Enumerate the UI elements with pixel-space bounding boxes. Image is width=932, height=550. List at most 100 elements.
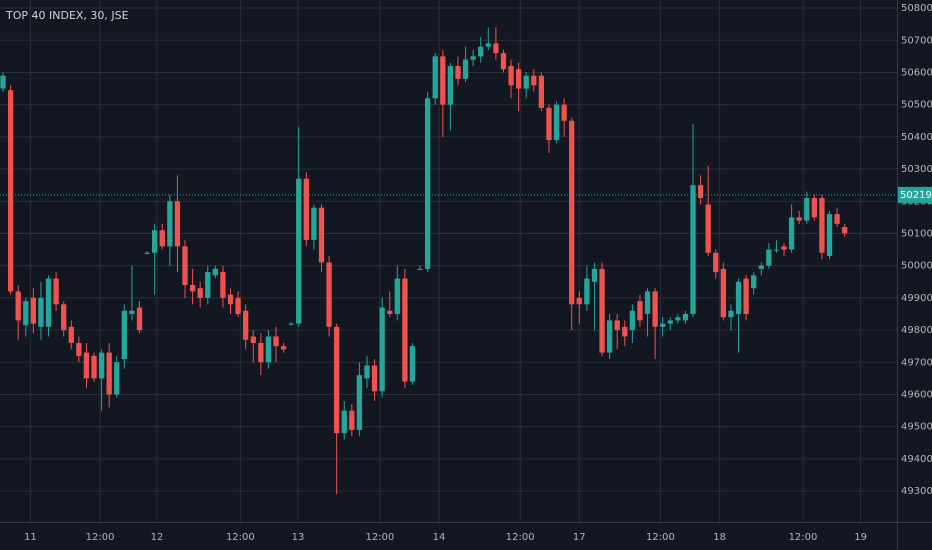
candle-body [205,272,211,298]
candle-body [751,275,757,289]
candle-body [500,53,507,70]
candle-body [804,198,810,221]
candle-body [273,336,279,347]
candle-body [842,227,848,234]
candle-body [584,278,590,305]
candle-body [167,201,173,247]
candle-body [326,262,332,327]
candle-body [349,410,355,430]
candle-body [515,69,522,89]
x-tick-label: 19 [854,532,867,543]
candle-body [220,272,226,298]
candle-body [311,207,317,240]
x-tick-label: 12 [151,532,164,543]
candle-body [356,375,363,430]
candle-body [45,278,52,327]
candle-body [781,246,787,250]
candle-body [629,310,636,331]
candle-body [470,56,476,60]
candle-body [455,66,461,79]
candle-body [773,249,780,251]
candle-body [288,323,294,325]
x-tick-label: 12:00 [86,532,115,543]
candle-body [508,66,514,86]
candle-body [227,294,234,305]
candle-body [387,310,393,314]
y-tick-label: 50500.00 [901,100,932,111]
candle-body [569,120,575,305]
candle-body [91,355,97,379]
candle-body [197,288,203,298]
y-tick-label: 50600.00 [901,67,932,78]
candle-body [523,75,529,89]
candle-body [637,301,643,321]
last-price-label: 50219.77 [900,190,932,201]
candle-body [30,297,37,324]
candle-body [152,230,158,253]
candle-body [379,307,385,392]
axis-labels: 49300.00 49400.00 49500.00 49600.00 49700.00… [24,3,932,543]
candle-body [114,362,120,395]
candle-body [296,178,302,324]
candle-body [697,185,704,199]
candles [0,27,897,495]
candle-body [447,66,454,105]
x-tick-label: 13 [292,532,305,543]
candle-body [341,410,347,434]
candle-body [576,297,582,305]
y-tick-label: 50400.00 [901,132,932,143]
candle-body [432,56,438,99]
y-tick-label: 49600.00 [901,389,932,400]
candle-body [144,252,150,254]
candle-body [98,352,105,379]
x-tick-label: 14 [433,532,446,543]
candle-body [614,320,620,331]
candle-body [83,352,90,379]
candle-body [652,291,658,327]
candle-body [599,268,605,353]
candle-body [68,326,74,343]
x-tick-label: 12:00 [789,532,818,543]
candle-body [136,307,143,331]
candle-body [424,98,431,269]
candle-body [720,268,727,318]
candle-body [250,336,256,343]
candle-body [493,43,499,54]
candle-body [546,107,552,141]
candle-body [622,326,628,337]
x-tick-label: 11 [24,532,37,543]
candle-body [121,310,128,360]
candle-body [743,278,749,314]
candle-body [561,104,567,121]
candle-body [553,104,560,141]
candle-body [15,291,21,321]
candle-body [61,304,67,331]
candle-body [38,297,44,327]
x-tick-label: 12:00 [506,532,535,543]
candle-body [318,207,325,263]
candle-body [243,310,249,340]
y-tick-label: 49900.00 [901,293,932,304]
candle-body [258,342,264,363]
candle-body [735,281,742,314]
candle-body [728,310,734,318]
candle-body [235,297,241,314]
candle-body [394,278,400,314]
x-tick-label: 12:00 [365,532,394,543]
last-price-tag [898,186,932,203]
candle-body [417,268,423,270]
candle-body [76,342,82,356]
candle-body [606,320,613,353]
y-tick-label: 49700.00 [901,357,932,368]
candle-body [826,214,833,257]
candle-body [485,43,491,47]
candle-body [834,214,840,224]
candle-body [758,265,764,269]
candle-body [440,56,446,105]
y-tick-label: 50700.00 [901,35,932,46]
candle-body [174,201,181,247]
y-tick-label: 49300.00 [901,486,932,497]
candle-body [182,246,188,285]
candle-body [478,46,484,57]
